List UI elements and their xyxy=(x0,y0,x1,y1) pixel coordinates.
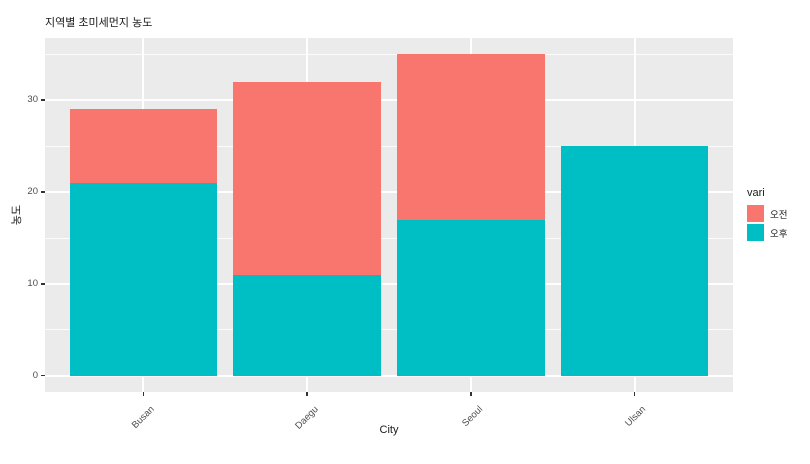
x-tick-label-ulsan: Ulsan xyxy=(491,399,649,429)
gridline-minor-y25 xyxy=(45,145,733,147)
gridline-minor-y35 xyxy=(45,53,733,55)
x-tick-label-daegu: Daegu xyxy=(163,399,321,432)
y-tick-label-20: 20 xyxy=(27,186,38,197)
legend-label: 오후 xyxy=(770,228,788,240)
bar-busan-오후 xyxy=(69,182,217,376)
y-tick-mark-20 xyxy=(41,191,45,193)
bar-daegu-오전 xyxy=(233,81,381,275)
y-tick-label-30: 30 xyxy=(27,94,38,106)
chart-title: 지역별 초미세먼지 농도 xyxy=(45,17,153,29)
legend-entry-오전: 오전 xyxy=(747,205,787,222)
y-tick-mark-0 xyxy=(41,375,45,377)
x-tick-mark-daegu xyxy=(306,392,308,396)
legend-swatch-icon xyxy=(747,224,764,241)
gridline-major-y20 xyxy=(45,191,733,193)
y-tick-label-0: 0 xyxy=(32,369,38,381)
y-tick-mark-30 xyxy=(41,99,45,101)
gridline-minor-y5 xyxy=(45,329,733,331)
x-tick-mark-ulsan xyxy=(634,392,636,396)
gridline-minor-y15 xyxy=(45,237,733,239)
legend-entry-오후: 오후 xyxy=(747,224,787,241)
bar-ulsan-오후 xyxy=(561,146,709,376)
legend-label: 오전 xyxy=(770,209,788,221)
bar-seoul-오전 xyxy=(397,54,545,220)
bar-seoul-오후 xyxy=(397,219,545,376)
legend-swatch-icon xyxy=(747,205,764,222)
bar-busan-오전 xyxy=(69,109,217,183)
bar-daegu-오후 xyxy=(233,274,381,376)
y-axis-title: 농도 xyxy=(8,38,24,392)
x-tick-label-seoul: Seoul xyxy=(327,399,485,429)
gridline-major-y30 xyxy=(45,99,733,101)
legend-title: vari xyxy=(747,187,765,199)
gridline-major-y10 xyxy=(45,283,733,285)
y-tick-label-10: 10 xyxy=(27,277,38,289)
x-axis-title: City xyxy=(379,424,399,436)
gridline-major-y0 xyxy=(45,375,733,377)
x-tick-label-busan: Busan xyxy=(0,399,157,431)
x-tick-mark-seoul xyxy=(470,392,472,396)
y-tick-mark-10 xyxy=(41,283,45,285)
plot-panel xyxy=(45,38,733,392)
x-tick-mark-busan xyxy=(142,392,144,396)
y-axis-title-text: 농도 xyxy=(11,204,23,226)
